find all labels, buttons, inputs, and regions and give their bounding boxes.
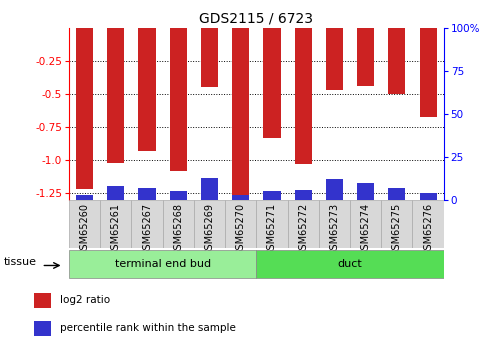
- Bar: [232, 28, 249, 197]
- Text: GSM65267: GSM65267: [142, 203, 152, 256]
- Bar: [170, 28, 187, 171]
- Bar: [326, 28, 343, 90]
- FancyBboxPatch shape: [69, 250, 256, 278]
- Text: GSM65276: GSM65276: [423, 203, 433, 256]
- Bar: [263, 28, 281, 138]
- Bar: [201, 28, 218, 87]
- Bar: [350, 200, 381, 248]
- Text: GSM65274: GSM65274: [361, 203, 371, 256]
- Bar: [139, 28, 156, 151]
- Text: tissue: tissue: [3, 257, 36, 267]
- Bar: [295, 190, 312, 200]
- Bar: [319, 200, 350, 248]
- Bar: [225, 200, 256, 248]
- Bar: [69, 200, 100, 248]
- Bar: [163, 200, 194, 248]
- Text: duct: duct: [338, 259, 362, 269]
- Bar: [388, 28, 405, 94]
- Bar: [232, 195, 249, 200]
- Bar: [287, 200, 319, 248]
- Bar: [132, 200, 163, 248]
- Bar: [357, 28, 374, 86]
- Bar: [388, 188, 405, 200]
- Text: GSM65272: GSM65272: [298, 203, 308, 256]
- Bar: [76, 195, 93, 200]
- Bar: [139, 188, 156, 200]
- Bar: [34, 321, 51, 336]
- Bar: [326, 179, 343, 200]
- Text: percentile rank within the sample: percentile rank within the sample: [60, 323, 236, 333]
- Bar: [100, 200, 132, 248]
- Bar: [107, 186, 124, 200]
- Bar: [420, 28, 437, 117]
- Text: log2 ratio: log2 ratio: [60, 295, 110, 305]
- Bar: [201, 178, 218, 200]
- Text: GSM65271: GSM65271: [267, 203, 277, 256]
- Bar: [107, 28, 124, 163]
- Bar: [295, 28, 312, 164]
- Bar: [263, 191, 281, 200]
- Text: GSM65268: GSM65268: [174, 203, 183, 256]
- Bar: [170, 191, 187, 200]
- Text: GSM65270: GSM65270: [236, 203, 246, 256]
- Bar: [357, 183, 374, 200]
- Bar: [76, 28, 93, 189]
- Text: terminal end bud: terminal end bud: [115, 259, 211, 269]
- Bar: [34, 293, 51, 308]
- Text: GSM65269: GSM65269: [205, 203, 214, 256]
- Bar: [413, 200, 444, 248]
- Bar: [194, 200, 225, 248]
- Bar: [420, 193, 437, 200]
- Bar: [381, 200, 413, 248]
- FancyBboxPatch shape: [256, 250, 444, 278]
- Text: GSM65275: GSM65275: [392, 203, 402, 256]
- Text: GSM65273: GSM65273: [329, 203, 339, 256]
- Text: GSM65260: GSM65260: [80, 203, 90, 256]
- Title: GDS2115 / 6723: GDS2115 / 6723: [199, 11, 314, 25]
- Text: GSM65261: GSM65261: [111, 203, 121, 256]
- Bar: [256, 200, 287, 248]
